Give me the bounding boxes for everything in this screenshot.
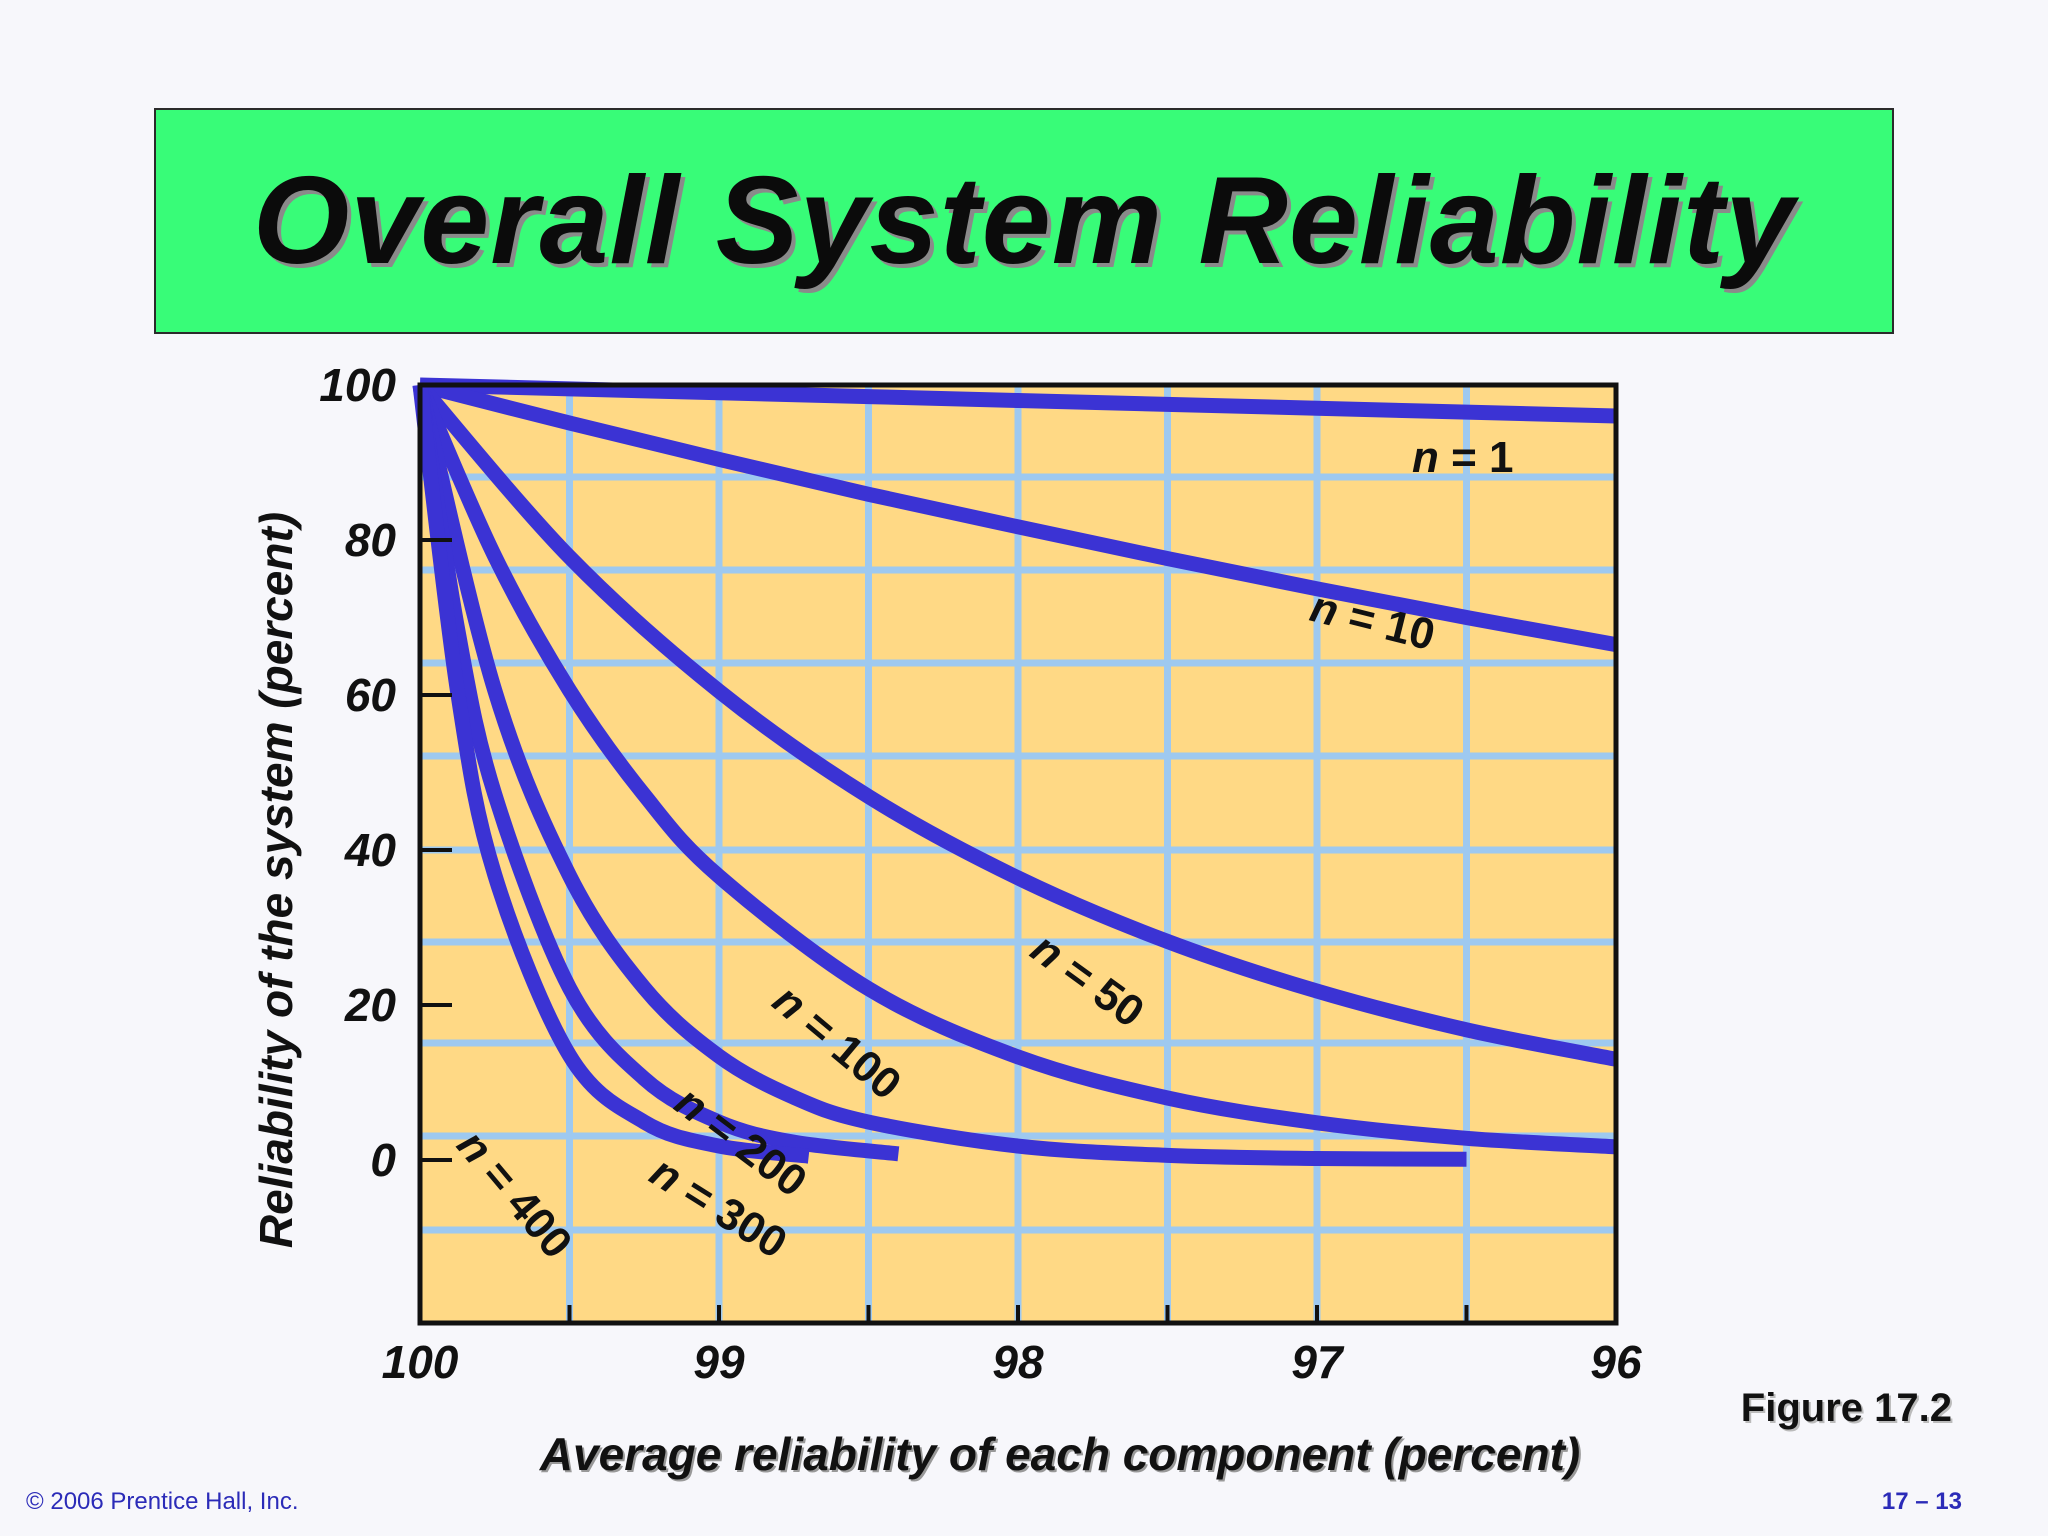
series-line (419, 377, 1617, 424)
page-number: 17 – 13 (1881, 1488, 1962, 1515)
y-tick-label: 100 (319, 359, 396, 411)
x-tick-label: 96 (1590, 1336, 1642, 1388)
copyright-text: © 2006 Prentice Hall, Inc. (26, 1488, 299, 1515)
page-title: Overall System Reliability (252, 152, 1796, 290)
x-tick-label: 98 (992, 1336, 1044, 1388)
series-line (418, 377, 1618, 653)
title-banner: Overall System Reliability (154, 108, 1894, 334)
x-axis-title: Average reliability of each component (p… (539, 1428, 1580, 1480)
grid-lines (420, 385, 1616, 1323)
series-line (412, 383, 1467, 1167)
series-line (414, 380, 1618, 1067)
y-tick-label: 0 (370, 1134, 396, 1186)
x-tick-label: 99 (693, 1336, 745, 1388)
y-tick-label: 40 (344, 824, 397, 876)
y-tick-label: 20 (344, 979, 397, 1031)
axis-ticks: 100 99 98 97 96 100 80 60 40 20 0 (319, 359, 1642, 1388)
series-line (412, 383, 900, 1162)
y-tick-label: 80 (345, 514, 397, 566)
y-axis-title: Reliability of the system (percent) (250, 512, 302, 1248)
figure-label: Figure 17.2 (1740, 1386, 1952, 1430)
y-tick-label: 60 (345, 669, 397, 721)
curves (412, 377, 1618, 1167)
x-tick-label: 100 (382, 1336, 459, 1388)
series-line (412, 384, 810, 1164)
curve-label: n = 1 (1412, 433, 1514, 482)
series-line (413, 382, 1617, 1155)
x-tick-label: 97 (1291, 1336, 1345, 1388)
